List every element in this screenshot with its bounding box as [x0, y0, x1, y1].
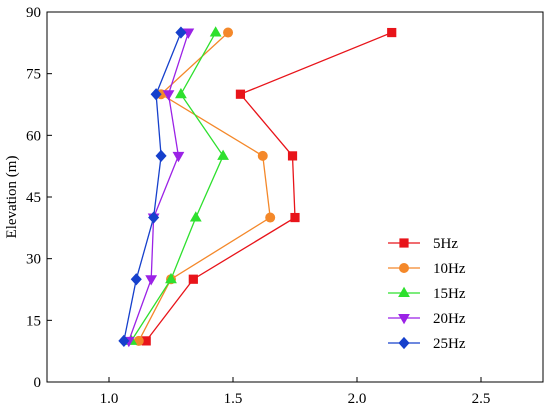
legend-marker [398, 262, 409, 273]
data-point [155, 149, 167, 162]
series-line [128, 32, 190, 342]
series-line [138, 32, 271, 342]
legend: 5Hz 10Hz 15Hz 20Hz 25Hz [388, 236, 466, 352]
x-tick-label: 1.5 [224, 391, 243, 407]
data-point [290, 212, 300, 223]
legend-label: 20Hz [433, 311, 466, 327]
data-point [165, 272, 177, 284]
x-tick-label: 1.0 [100, 391, 119, 407]
legend-marker [398, 336, 410, 350]
legend-label: 15Hz [433, 286, 466, 302]
y-tick-label: 15 [26, 313, 41, 329]
legend-label: 10Hz [433, 261, 466, 277]
series-25Hz [118, 26, 187, 347]
series-line [130, 32, 224, 342]
data-point [118, 334, 130, 347]
data-point [188, 274, 198, 284]
data-point [287, 151, 298, 161]
legend-item: 5Hz [388, 236, 458, 252]
legend-label: 25Hz [433, 336, 466, 352]
y-tick-label: 75 [26, 67, 41, 83]
x-axis: 1.0 1.5 2.0 2.5 [100, 377, 491, 407]
x-tick-label: 2.5 [472, 391, 491, 407]
y-axis-label: Elevation (m) [4, 156, 20, 239]
series-line [145, 31, 392, 342]
series-10Hz [133, 27, 276, 346]
data-point [217, 149, 229, 160]
series-5Hz [141, 27, 397, 346]
legend-item: 15Hz [388, 286, 466, 302]
y-tick-label: 60 [26, 128, 41, 144]
legend-marker [399, 238, 409, 248]
legend-item: 25Hz [388, 336, 466, 352]
data-point [223, 27, 234, 38]
series-20Hz [122, 28, 195, 348]
data-point [148, 211, 160, 224]
data-point [235, 89, 246, 99]
data-point [130, 273, 142, 286]
data-point [257, 150, 268, 161]
data-point [182, 28, 195, 39]
plot-frame [46, 11, 544, 383]
data-point [387, 27, 397, 38]
legend-marker [398, 313, 410, 325]
y-axis: 0 15 30 45 60 75 90 [26, 5, 52, 391]
y-tick-label: 90 [26, 5, 41, 21]
legend-item: 10Hz [388, 261, 466, 277]
data-point [189, 211, 202, 222]
y-tick-label: 45 [26, 190, 41, 206]
series-15Hz [125, 26, 229, 345]
data-point [150, 88, 162, 101]
series-layer [118, 26, 397, 348]
data-point [175, 87, 187, 99]
series-line [123, 32, 182, 342]
data-point [209, 26, 222, 37]
data-point [145, 275, 158, 286]
legend-item: 20Hz [388, 311, 466, 327]
y-tick-label: 30 [26, 252, 41, 268]
x-tick-label: 2.0 [348, 391, 367, 407]
data-point [172, 151, 185, 163]
data-point [162, 90, 175, 101]
legend-marker [398, 286, 410, 298]
data-point [175, 26, 187, 39]
y-tick-label: 0 [34, 375, 42, 391]
data-point [265, 212, 276, 223]
legend-label: 5Hz [433, 236, 458, 252]
